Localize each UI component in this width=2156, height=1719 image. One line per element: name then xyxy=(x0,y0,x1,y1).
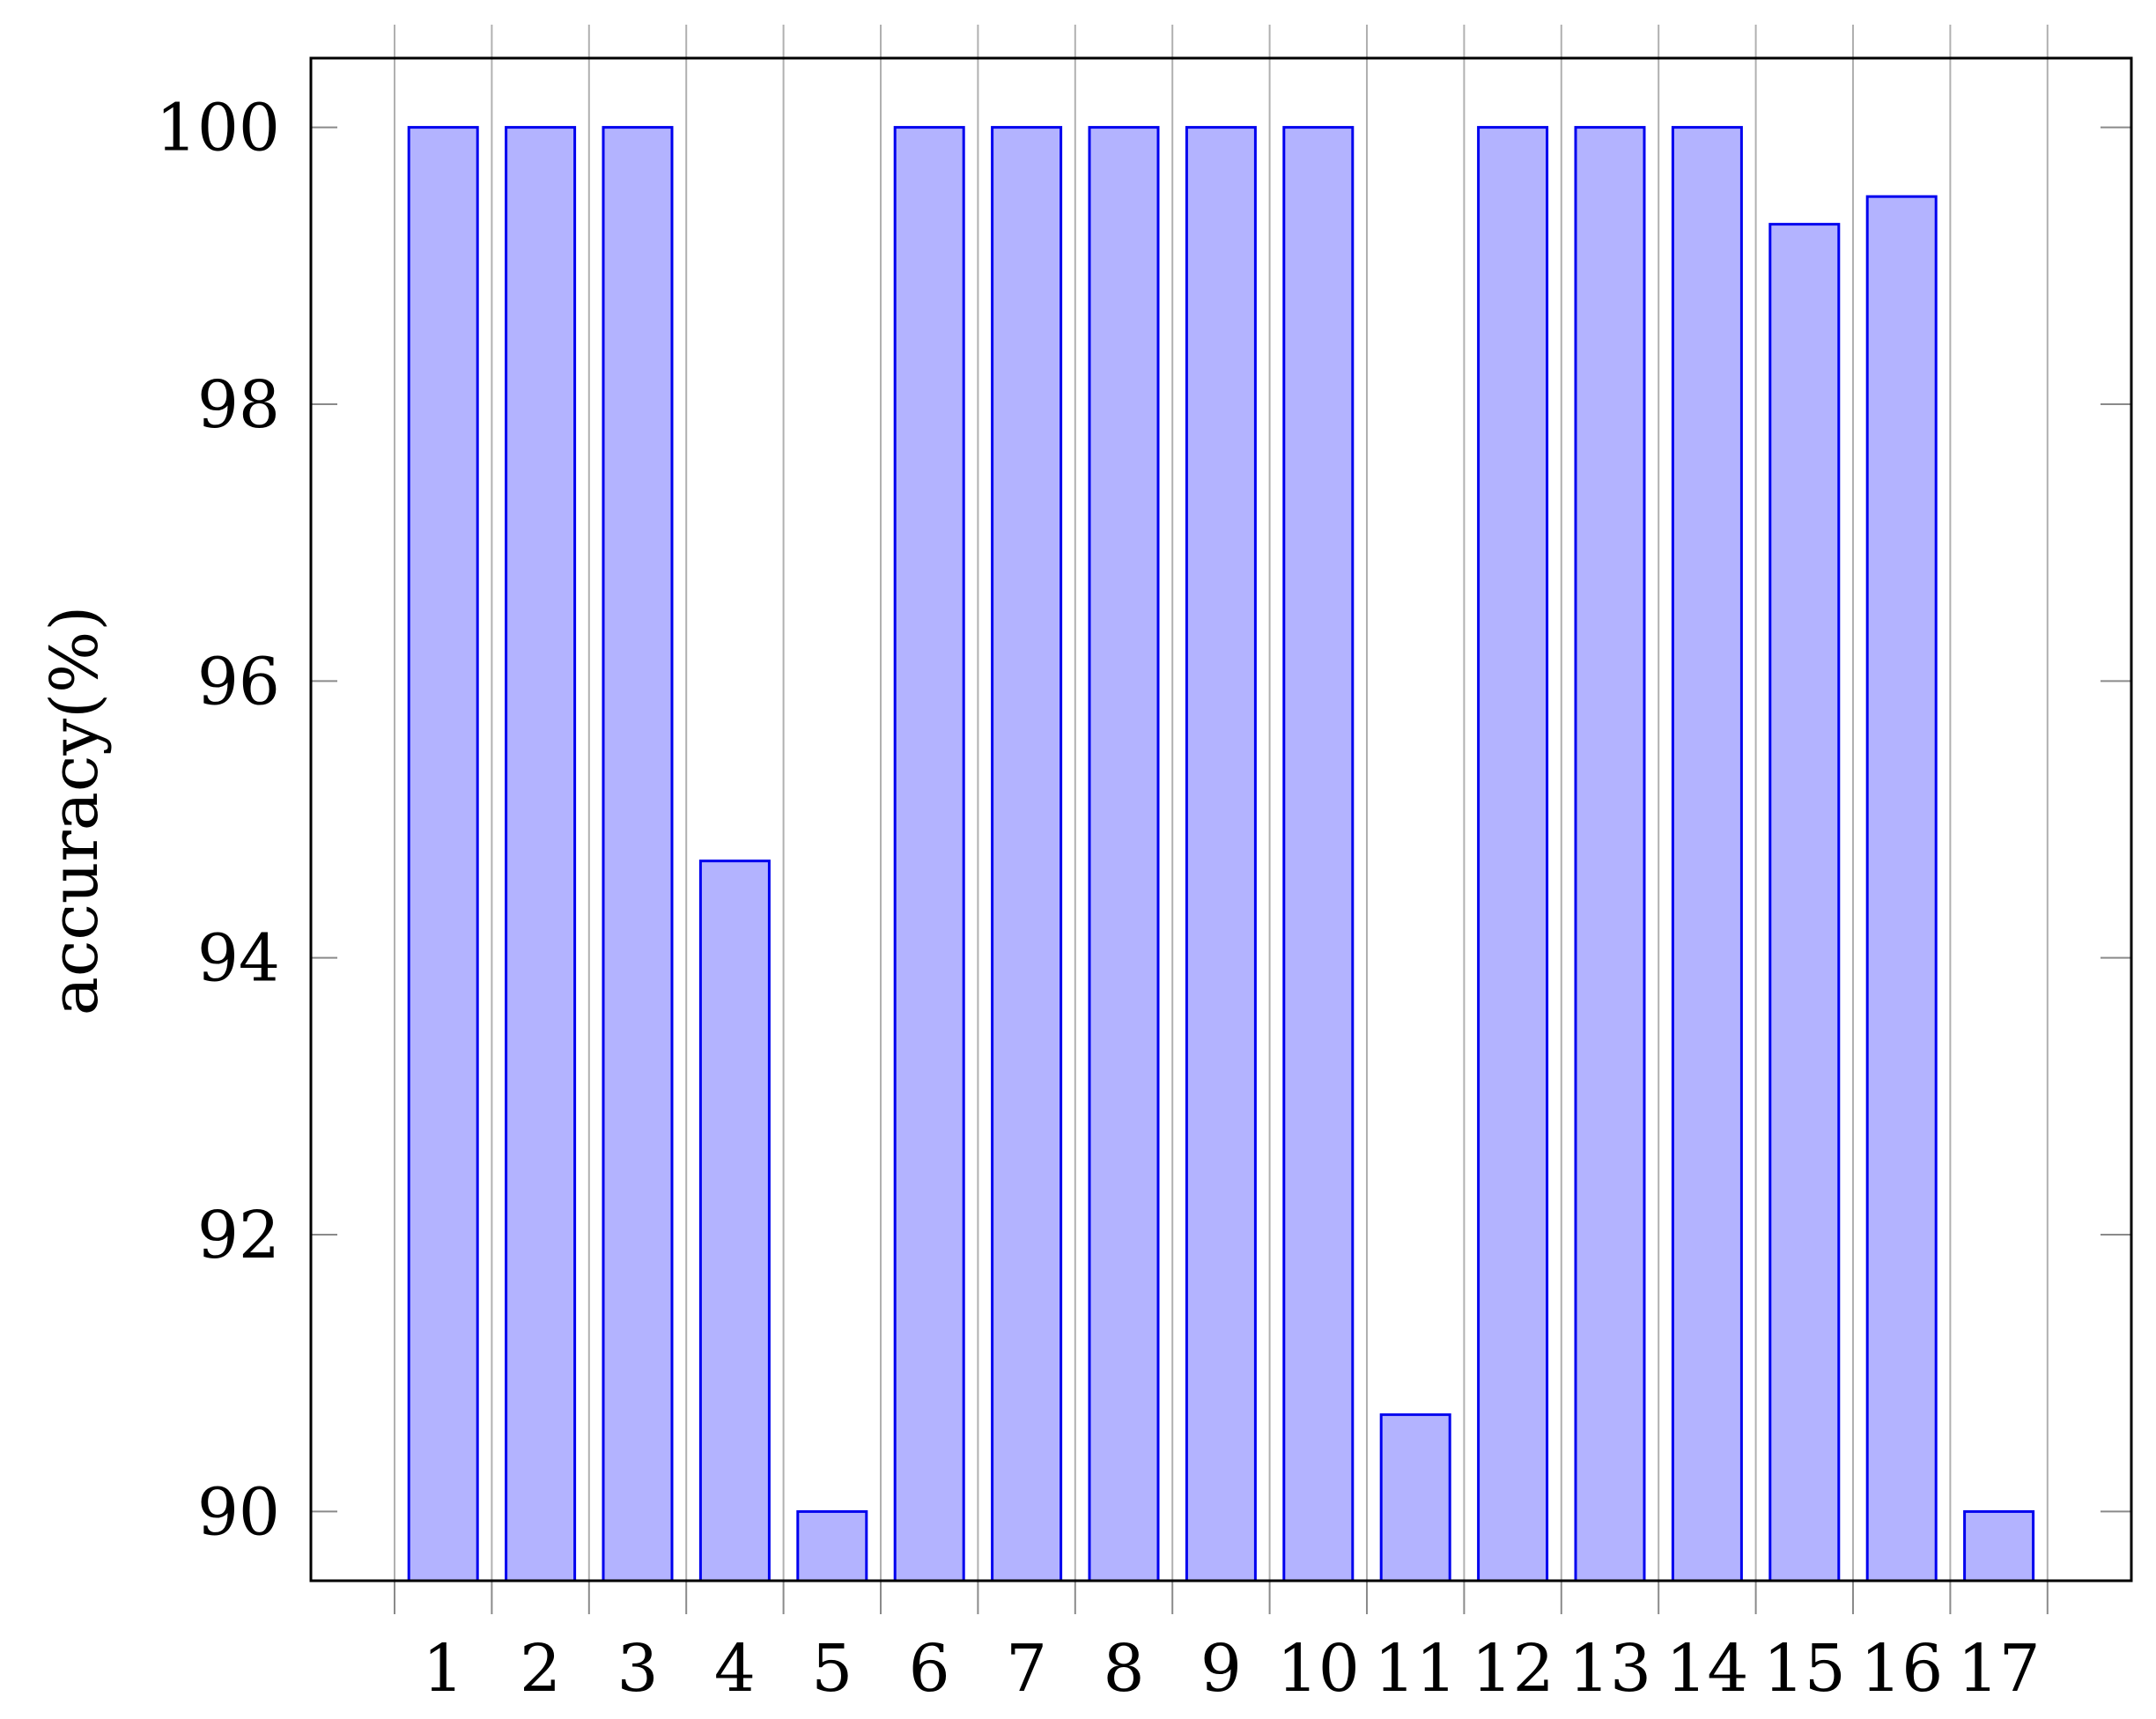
x-tick-label-6: 6 xyxy=(909,1631,950,1707)
x-tick-label-7: 7 xyxy=(1006,1631,1047,1707)
x-tick-label-5: 5 xyxy=(811,1631,853,1707)
bar-6 xyxy=(893,126,965,1583)
x-tick-label-8: 8 xyxy=(1103,1631,1144,1707)
x-tick-label-13: 13 xyxy=(1569,1631,1651,1707)
bar-13 xyxy=(1574,126,1646,1583)
bar-2 xyxy=(505,126,577,1583)
y-tick-label-100: 100 xyxy=(156,91,280,166)
x-tick-label-2: 2 xyxy=(520,1631,561,1707)
bar-10 xyxy=(1282,126,1355,1583)
x-tick-labels: 1 2 3 4 5 6 7 8 9 10 11 12 13 14 15 16 17 xyxy=(423,1631,2041,1707)
x-tick-label-17: 17 xyxy=(1958,1631,2041,1707)
x-tick-label-14: 14 xyxy=(1665,1631,1748,1707)
bar-4 xyxy=(698,860,771,1583)
bar-8 xyxy=(1088,126,1160,1583)
x-tick-label-1: 1 xyxy=(423,1631,464,1707)
bar-16 xyxy=(1865,195,1938,1583)
bars xyxy=(407,126,2035,1583)
x-tick-label-4: 4 xyxy=(714,1631,756,1707)
bar-9 xyxy=(1185,126,1257,1583)
bar-1 xyxy=(407,126,479,1583)
bar-14 xyxy=(1671,126,1743,1583)
y-axis-label: accuracy(%) xyxy=(37,606,113,1015)
bar-3 xyxy=(602,126,674,1583)
bar-5 xyxy=(796,1509,868,1583)
bar-15 xyxy=(1768,223,1841,1583)
x-tick-label-12: 12 xyxy=(1472,1631,1554,1707)
x-tick-label-11: 11 xyxy=(1374,1631,1457,1707)
x-tick-label-9: 9 xyxy=(1200,1631,1242,1707)
y-tick-label-94: 94 xyxy=(197,921,280,997)
bar-17 xyxy=(1963,1509,2035,1583)
bar-11 xyxy=(1379,1413,1451,1583)
y-tick-label-92: 92 xyxy=(197,1198,280,1273)
bar-12 xyxy=(1477,126,1549,1583)
y-tick-label-98: 98 xyxy=(197,367,280,443)
y-tick-label-96: 96 xyxy=(197,644,280,719)
y-tick-labels: 90 92 94 96 98 100 xyxy=(156,91,280,1551)
x-tick-label-15: 15 xyxy=(1763,1631,1846,1707)
x-tick-label-10: 10 xyxy=(1277,1631,1360,1707)
y-tick-label-90: 90 xyxy=(197,1474,280,1550)
axis-ticks xyxy=(311,126,2131,1614)
x-tick-label-16: 16 xyxy=(1860,1631,1943,1707)
x-tick-label-3: 3 xyxy=(617,1631,658,1707)
plot-frame xyxy=(309,56,2133,1583)
bar-7 xyxy=(991,126,1063,1583)
grid-lines xyxy=(394,25,2049,1581)
